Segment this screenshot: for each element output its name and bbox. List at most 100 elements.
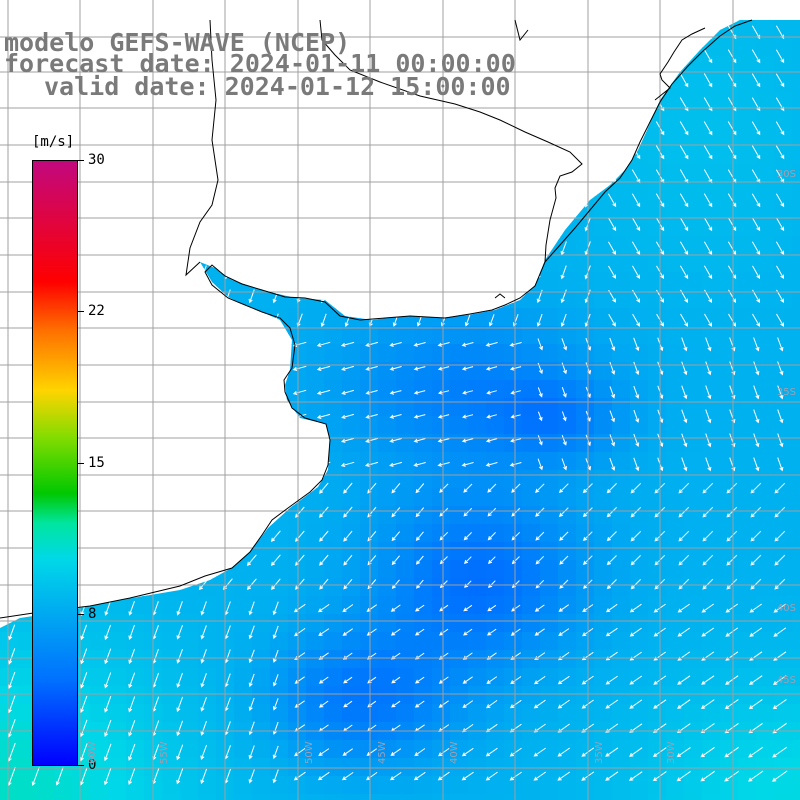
wind-arrow <box>318 628 330 636</box>
wind-speed-cell <box>162 182 181 201</box>
wind-speed-cell <box>432 254 451 273</box>
wind-arrow <box>609 457 616 471</box>
wind-speed-cell <box>504 200 523 219</box>
wind-speed-cell <box>612 434 631 453</box>
wind-arrow <box>148 389 163 396</box>
wind-speed-cell <box>612 488 631 507</box>
wind-speed-cell <box>0 776 19 795</box>
wind-arrow <box>128 265 135 280</box>
wind-arrow <box>537 338 543 351</box>
wind-speed-cell <box>630 614 649 633</box>
wind-arrow <box>509 462 522 467</box>
wind-speed-cell <box>648 704 667 723</box>
wind-speed-cell <box>108 164 127 183</box>
wind-arrow <box>703 145 713 160</box>
wind-speed-cell <box>126 182 145 201</box>
wind-speed-cell <box>648 434 667 453</box>
wind-arrow <box>391 700 401 708</box>
wind-speed-cell <box>126 470 145 489</box>
wind-arrow <box>268 461 283 468</box>
wind-arrow <box>248 601 255 616</box>
wind-speed-cell <box>270 542 289 561</box>
wind-arrow <box>438 700 449 708</box>
wind-speed-cell <box>792 632 800 651</box>
wind-speed-cell <box>576 542 595 561</box>
wind-speed-cell <box>0 272 19 291</box>
wind-speed-cell <box>450 128 469 147</box>
wind-speed-cell <box>126 524 145 543</box>
wind-arrow <box>104 672 112 689</box>
wind-speed-cell <box>666 704 685 723</box>
wind-speed-cell <box>630 632 649 651</box>
colorbar-tick <box>78 765 84 766</box>
wind-arrow <box>246 482 257 495</box>
wind-arrow <box>703 217 713 232</box>
wind-speed-cell <box>450 380 469 399</box>
wind-speed-cell <box>162 380 181 399</box>
wind-speed-cell <box>252 668 271 687</box>
wind-arrow <box>679 193 689 208</box>
wind-speed-cell <box>648 668 667 687</box>
wind-arrow <box>510 676 522 685</box>
wind-arrow <box>775 121 785 136</box>
wind-speed-cell <box>666 488 685 507</box>
wind-speed-cell <box>576 596 595 615</box>
wind-arrow <box>6 554 17 567</box>
wind-arrow <box>341 389 354 395</box>
wind-speed-cell <box>540 614 559 633</box>
wind-speed-cell <box>414 164 433 183</box>
wind-speed-cell <box>432 668 451 687</box>
wind-speed-cell <box>90 236 109 255</box>
wind-speed-cell <box>648 380 667 399</box>
wind-arrow <box>8 193 15 208</box>
wind-speed-cell <box>504 416 523 435</box>
wind-arrow <box>440 193 447 208</box>
wind-arrow <box>176 672 183 688</box>
wind-speed-cell <box>198 542 217 561</box>
wind-arrow <box>365 366 378 371</box>
wind-speed-cell <box>108 398 127 417</box>
wind-speed-cell <box>522 218 541 237</box>
wind-speed-cell <box>342 398 361 417</box>
wind-arrow <box>344 193 351 208</box>
wind-arrow <box>560 145 567 160</box>
wind-arrow <box>295 482 305 494</box>
wind-arrow <box>751 49 761 64</box>
wind-speed-cell <box>720 182 739 201</box>
wind-speed-cell <box>612 164 631 183</box>
wind-speed-cell <box>522 38 541 57</box>
wind-arrow <box>414 676 425 684</box>
wind-speed-cell <box>792 290 800 309</box>
wind-speed-cell <box>414 344 433 363</box>
wind-speed-cell <box>774 272 793 291</box>
wind-speed-cell <box>198 380 217 399</box>
wind-arrow <box>174 578 185 591</box>
wind-speed-cell <box>486 236 505 255</box>
wind-speed-cell <box>378 776 397 795</box>
wind-speed-cell <box>738 92 757 111</box>
wind-speed-cell <box>684 596 703 615</box>
wind-arrow <box>174 530 185 543</box>
wind-speed-cell <box>414 416 433 435</box>
wind-speed-cell <box>756 740 775 759</box>
wind-speed-cell <box>126 776 145 795</box>
wind-arrow <box>750 506 762 518</box>
wind-arrow <box>78 578 89 591</box>
wind-speed-cell <box>486 794 505 800</box>
wind-arrow <box>413 390 426 395</box>
wind-arrow <box>772 746 788 758</box>
wind-speed-cell <box>792 542 800 561</box>
wind-arrow <box>748 699 763 710</box>
wind-arrow <box>389 366 402 371</box>
wind-speed-cell <box>612 236 631 255</box>
wind-speed-cell <box>252 290 271 309</box>
wind-arrow <box>679 73 689 88</box>
wind-arrow <box>224 241 231 256</box>
wind-speed-cell <box>432 470 451 489</box>
wind-speed-cell <box>0 200 19 219</box>
wind-arrow <box>533 771 546 781</box>
wind-arrow <box>8 648 16 665</box>
wind-speed-cell <box>594 236 613 255</box>
wind-speed-cell <box>468 542 487 561</box>
wind-speed-cell <box>756 470 775 489</box>
